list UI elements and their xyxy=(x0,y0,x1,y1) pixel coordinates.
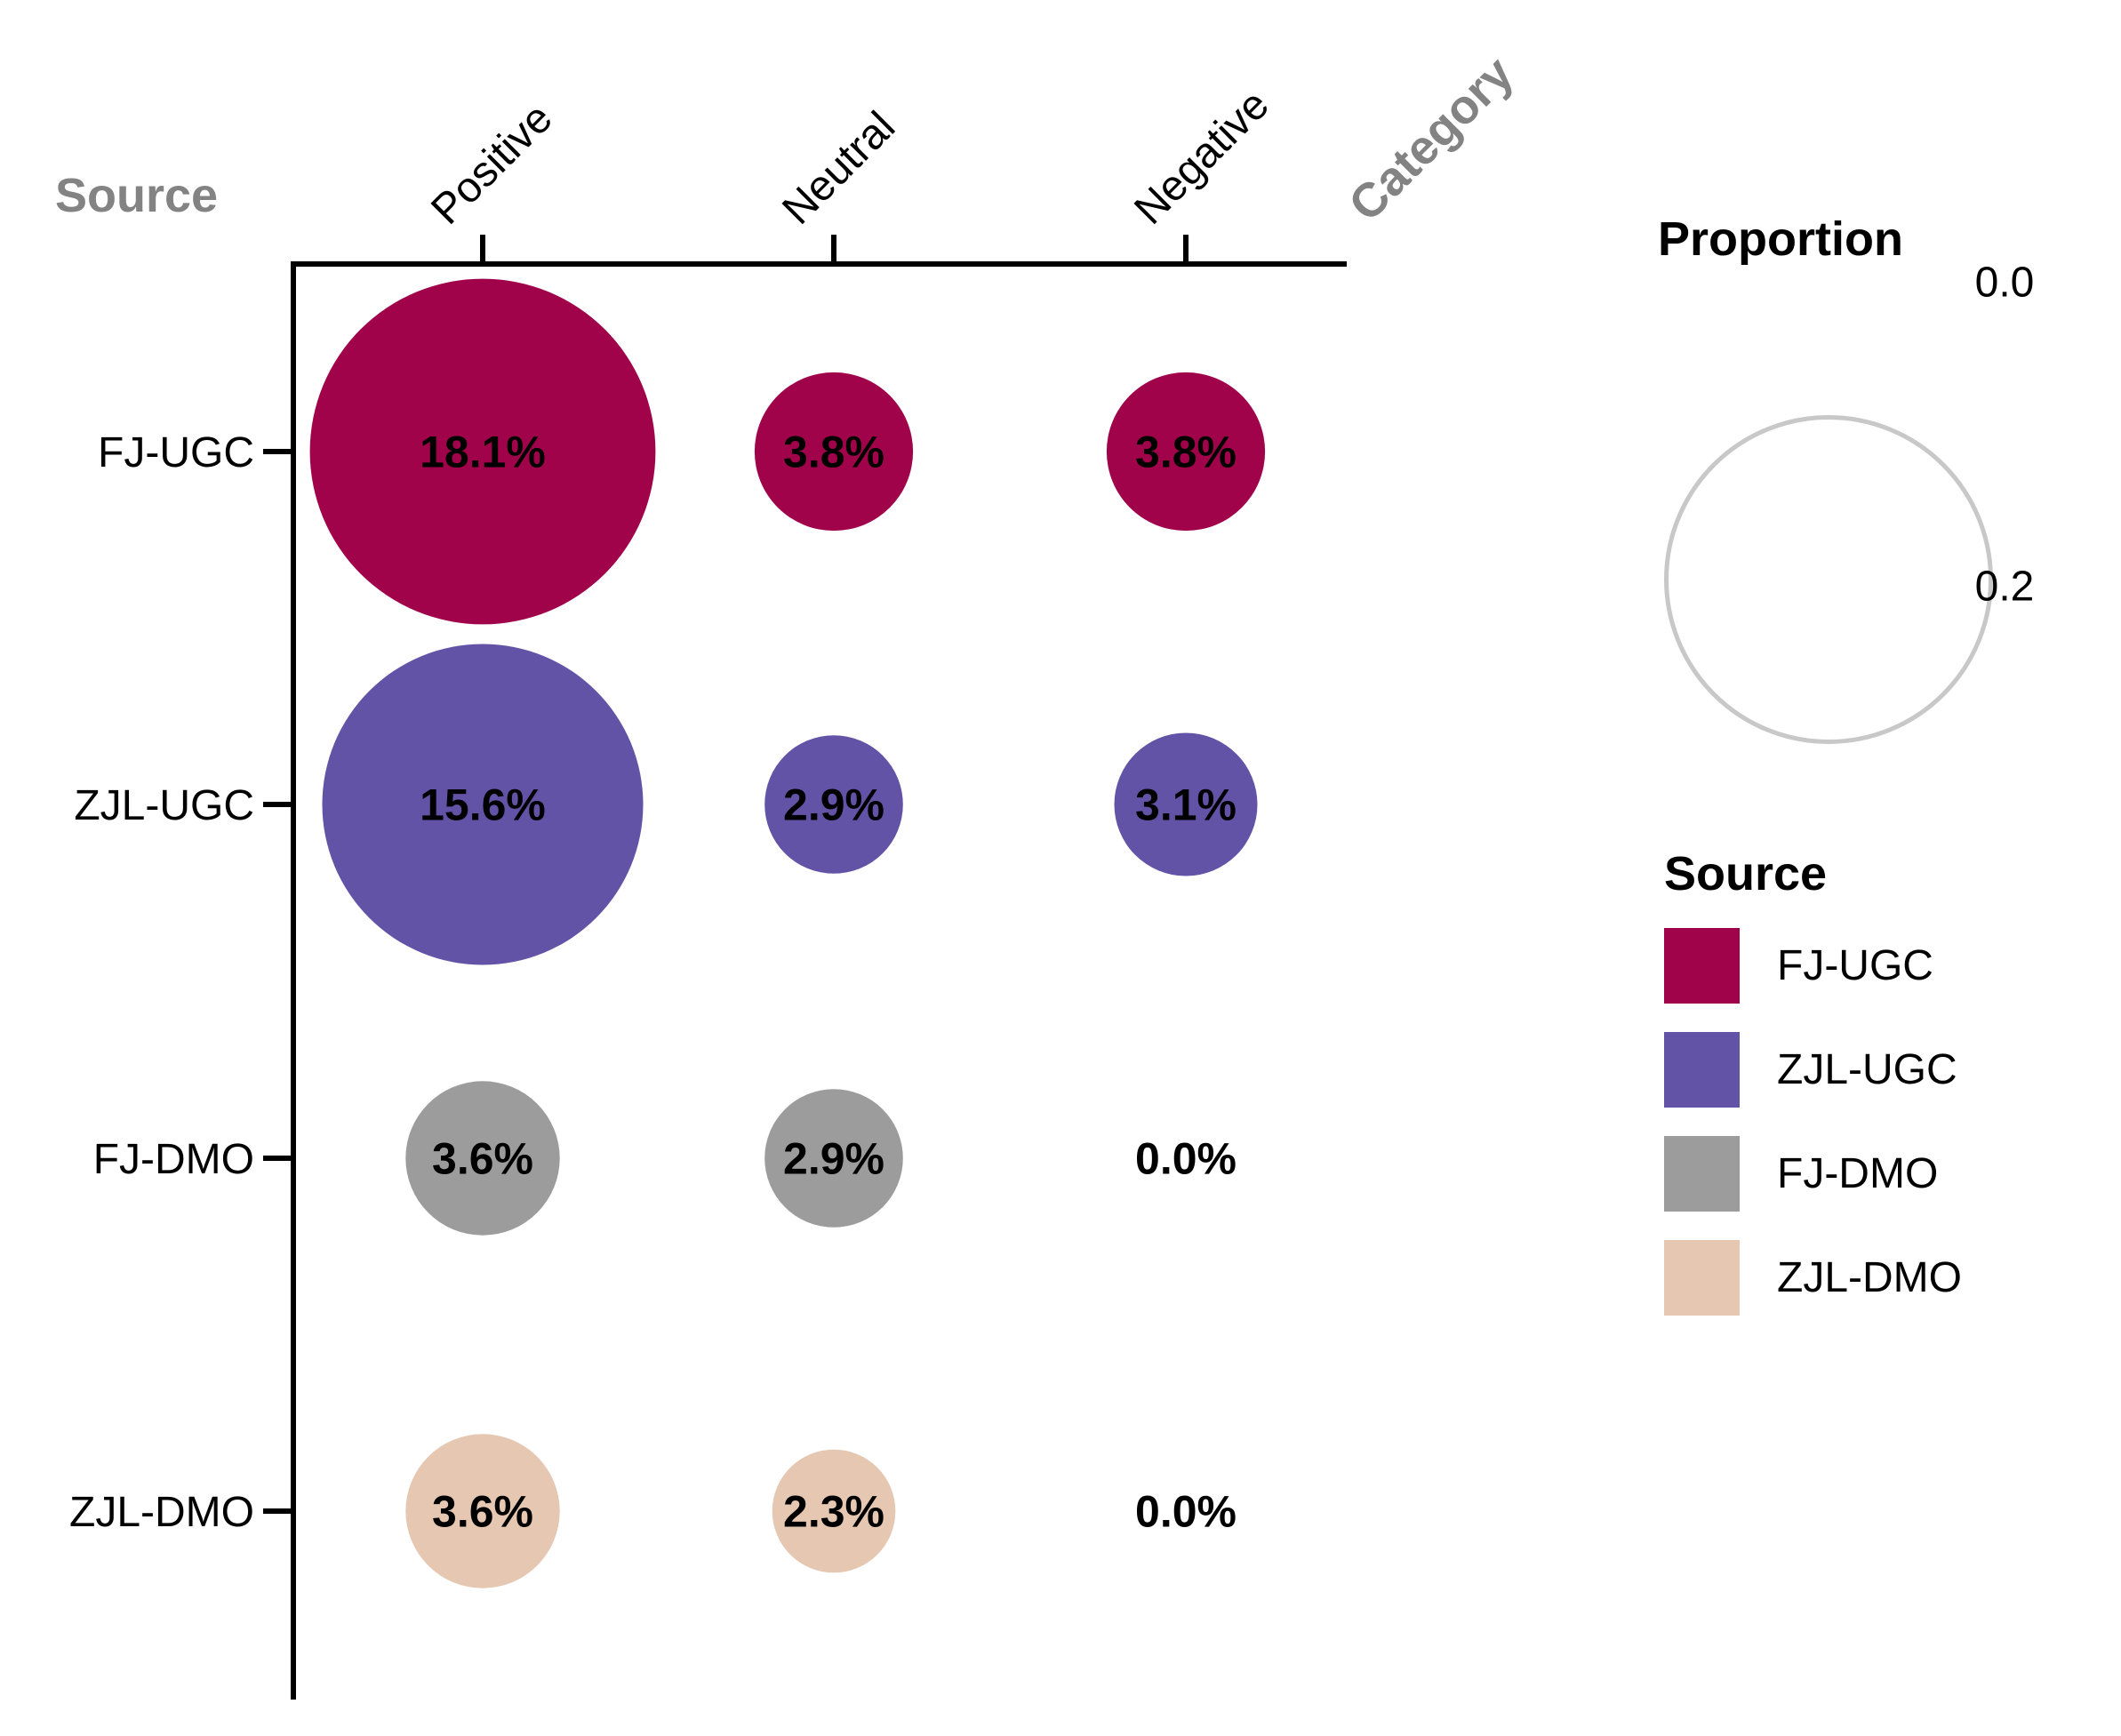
value-label-fj-ugc-negative: 3.8% xyxy=(1135,428,1237,477)
value-label-fj-dmo-negative: 0.0% xyxy=(1135,1134,1237,1184)
y-label-fj-ugc: FJ-UGC xyxy=(98,429,254,476)
x-label-positive: Positive xyxy=(422,94,561,233)
value-label-zjl-ugc-positive: 15.6% xyxy=(420,780,546,830)
size-legend-tick-1: 0.2 xyxy=(1974,563,2035,611)
x-axis-title: Category xyxy=(1339,47,1524,232)
legend-swatch-fj-ugc xyxy=(1664,928,1740,1004)
value-label-fj-ugc-neutral: 3.8% xyxy=(783,428,884,477)
y-label-fj-dmo: FJ-DMO xyxy=(93,1136,254,1183)
value-label-fj-ugc-positive: 18.1% xyxy=(420,428,546,477)
legend-swatch-zjl-dmo xyxy=(1664,1240,1740,1316)
bubble-zjl-dmo-neutral xyxy=(772,1449,896,1573)
bubble-fj-dmo-positive xyxy=(405,1081,560,1236)
legend-swatch-fj-dmo xyxy=(1664,1136,1740,1212)
legend-label-zjl-dmo: ZJL-DMO xyxy=(1777,1254,1962,1301)
value-label-zjl-dmo-neutral: 2.3% xyxy=(783,1487,884,1537)
legend-entry-zjl-dmo: ZJL-DMO xyxy=(1664,1240,1962,1316)
color-legend-entries: FJ-UGC ZJL-UGC FJ-DMO ZJL-DMO xyxy=(1664,928,1962,1316)
y-label-zjl-ugc: ZJL-UGC xyxy=(74,782,254,829)
bubble-fj-ugc-neutral xyxy=(754,372,914,532)
bubble-zjl-ugc-neutral xyxy=(764,735,903,874)
x-label-negative: Negative xyxy=(1125,81,1277,233)
value-label-fj-dmo-positive: 3.6% xyxy=(432,1134,533,1184)
legend-entry-zjl-ugc: ZJL-UGC xyxy=(1664,1032,1962,1108)
legend-entry-fj-dmo: FJ-DMO xyxy=(1664,1136,1962,1212)
y-axis-title: Source xyxy=(55,169,218,222)
size-legend-circle xyxy=(1664,415,1993,744)
value-label-zjl-dmo-positive: 3.6% xyxy=(432,1487,533,1537)
y-label-zjl-dmo: ZJL-DMO xyxy=(69,1489,254,1536)
bubble-fj-ugc-negative xyxy=(1106,372,1266,532)
legend-label-fj-ugc: FJ-UGC xyxy=(1777,942,1933,989)
bubble-zjl-ugc-negative xyxy=(1114,732,1258,876)
bubble-zjl-dmo-positive xyxy=(405,1434,560,1588)
value-label-fj-dmo-neutral: 2.9% xyxy=(783,1134,884,1184)
bubble-zjl-ugc-positive xyxy=(322,644,644,965)
bubble-fj-ugc-positive xyxy=(309,278,656,625)
legend-label-fj-dmo: FJ-DMO xyxy=(1777,1150,1939,1197)
legend-label-zjl-ugc: ZJL-UGC xyxy=(1777,1046,1957,1093)
color-legend-title: Source xyxy=(1664,847,1828,900)
legend-swatch-zjl-ugc xyxy=(1664,1032,1740,1108)
value-label-zjl-ugc-negative: 3.1% xyxy=(1135,780,1237,830)
value-label-zjl-dmo-negative: 0.0% xyxy=(1135,1487,1237,1537)
size-legend-tick-0: 0.0 xyxy=(1974,259,2035,307)
bubble-fj-dmo-neutral xyxy=(764,1089,903,1228)
size-legend-title: Proportion xyxy=(1658,212,1903,266)
legend-entry-fj-ugc: FJ-UGC xyxy=(1664,928,1962,1004)
x-label-neutral: Neutral xyxy=(773,103,904,234)
value-label-zjl-ugc-neutral: 2.9% xyxy=(783,780,884,830)
